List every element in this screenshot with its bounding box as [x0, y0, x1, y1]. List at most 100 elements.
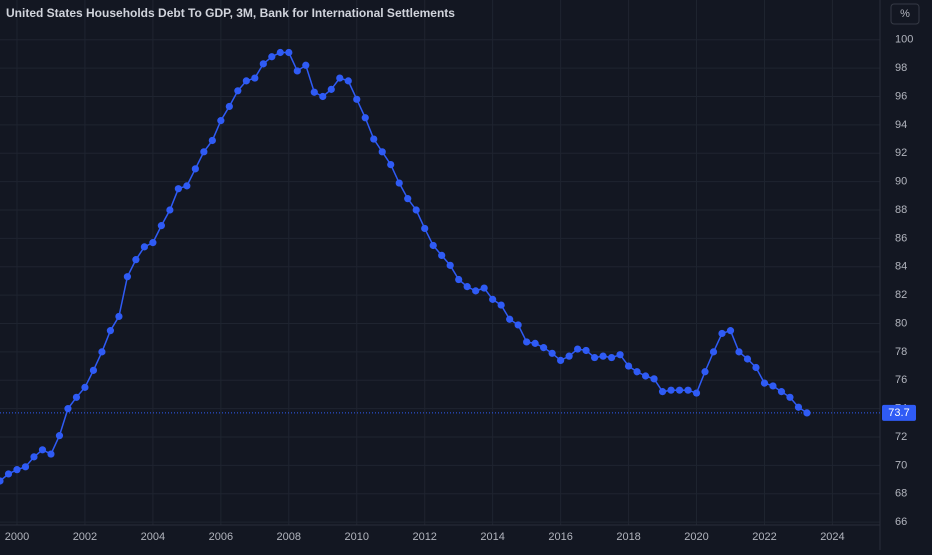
x-tick-label: 2010: [345, 531, 369, 543]
data-point: [132, 256, 140, 264]
data-point: [395, 179, 403, 187]
data-point: [47, 450, 55, 458]
data-point: [641, 372, 650, 380]
data-point: [55, 432, 64, 440]
y-tick-label: 84: [895, 261, 907, 273]
data-point: [30, 453, 38, 461]
data-point: [276, 48, 284, 57]
x-tick-label: 2014: [480, 531, 504, 543]
data-point: [89, 366, 98, 374]
x-tick-label: 2012: [412, 531, 436, 543]
data-point: [115, 312, 123, 321]
y-tick-label: 66: [895, 516, 907, 528]
data-point: [658, 388, 667, 396]
data-point: [404, 195, 412, 203]
data-point: [523, 338, 531, 346]
x-tick-label: 2016: [548, 531, 572, 543]
y-tick-label: 78: [895, 346, 907, 358]
data-point: [455, 275, 463, 284]
data-point: [123, 273, 132, 281]
data-point: [140, 243, 149, 251]
x-tick-label: 2020: [684, 531, 708, 543]
x-tick-label: 2024: [820, 531, 844, 543]
data-point: [692, 389, 701, 397]
x-tick-label: 2006: [209, 531, 233, 543]
data-point: [200, 148, 208, 156]
data-point: [480, 284, 488, 292]
data-point: [472, 287, 480, 295]
data-point: [217, 117, 225, 125]
data-point: [590, 353, 599, 362]
data-point: [242, 77, 250, 85]
data-point: [166, 206, 174, 214]
x-tick-label: 2008: [277, 531, 301, 543]
last-value-label: 73.7: [888, 407, 909, 419]
data-point: [412, 206, 420, 214]
y-tick-label: 76: [895, 374, 907, 386]
data-point: [667, 386, 675, 394]
data-point: [310, 88, 318, 96]
data-point: [13, 466, 21, 474]
data-point: [506, 315, 514, 323]
data-point: [259, 60, 267, 68]
data-point: [421, 224, 429, 233]
data-point: [438, 251, 446, 260]
chart-title: United States Households Debt To GDP, 3M…: [6, 6, 455, 20]
data-point: [387, 160, 395, 169]
data-point: [149, 239, 157, 247]
y-tick-label: 94: [895, 119, 907, 131]
data-point: [463, 283, 471, 291]
data-point: [336, 74, 344, 82]
data-point: [81, 383, 89, 391]
data-point: [709, 348, 718, 356]
data-point: [557, 356, 565, 365]
data-point: [208, 136, 216, 145]
data-point: [514, 321, 522, 329]
data-point: [616, 351, 624, 359]
y-tick-label: 92: [895, 147, 907, 159]
data-point: [183, 182, 191, 190]
data-point: [599, 352, 607, 360]
data-point: [624, 362, 633, 370]
x-tick-label: 2002: [73, 531, 97, 543]
data-point: [72, 393, 81, 401]
data-point: [319, 92, 327, 101]
data-point: [497, 301, 505, 309]
data-point: [607, 353, 616, 362]
data-point: [361, 114, 369, 122]
unit-button[interactable]: [890, 3, 920, 25]
data-point: [268, 53, 276, 61]
y-tick-label: 70: [895, 459, 907, 471]
grid: [0, 0, 880, 525]
data-point: [531, 339, 539, 347]
data-point: [446, 261, 454, 269]
data-point: [378, 148, 386, 156]
data-point: [777, 388, 786, 396]
x-tick-label: 2018: [616, 531, 640, 543]
data-point: [21, 463, 30, 471]
data-point: [718, 329, 726, 338]
data-point: [752, 363, 760, 372]
data-point: [803, 409, 811, 417]
y-tick-label: 72: [895, 431, 907, 443]
y-tick-label: 80: [895, 317, 907, 329]
y-tick-label: 90: [895, 176, 907, 188]
data-point: [769, 382, 777, 390]
y-tick-label: 100: [895, 34, 913, 46]
data-point: [4, 470, 13, 478]
data-point: [174, 185, 182, 193]
data-point: [0, 477, 4, 485]
data-point: [574, 345, 582, 353]
data-point: [684, 386, 692, 394]
data-point: [633, 368, 641, 376]
data-point: [548, 349, 556, 357]
data-point: [429, 241, 437, 250]
data-point: [38, 446, 47, 454]
data-point: [701, 368, 709, 376]
unit-button-label[interactable]: %: [900, 8, 910, 20]
x-tick-label: 2004: [141, 531, 165, 543]
last-value-badge: [882, 404, 916, 421]
